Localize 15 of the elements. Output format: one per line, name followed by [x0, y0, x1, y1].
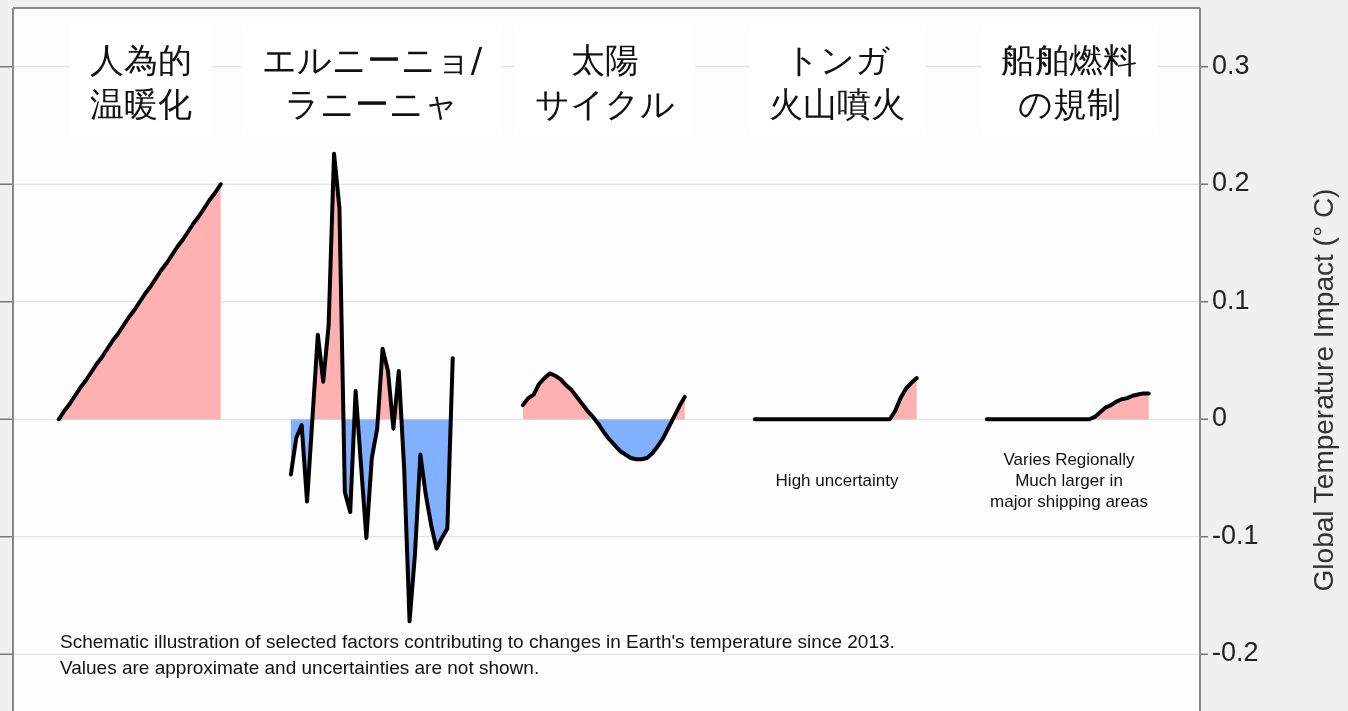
y-tick-label: -0.2	[1212, 637, 1259, 668]
annotation: エルニーニョ/ラニーニャ	[241, 25, 503, 135]
y-tick-label: 0.2	[1212, 167, 1250, 198]
y-axis-title: Global Temperature Impact (° C)	[1308, 188, 1339, 592]
annotation: 太陽サイクル	[515, 25, 695, 135]
annotation: 人為的温暖化	[70, 25, 212, 135]
annotation: High uncertainty	[775, 471, 899, 491]
y-tick-label: -0.1	[1212, 519, 1259, 550]
annotation: Schematic illustration of selected factors contributing to changes in Earth's temperature since 2013. Values are approximate and uncertainties are not shown.	[60, 631, 895, 679]
y-tick-label: 0	[1212, 402, 1228, 433]
annotation: トンガ火山噴火	[749, 25, 925, 135]
y-tick-label: 0.1	[1212, 284, 1250, 315]
y-tick-label: 0.3	[1212, 49, 1250, 80]
annotation: Varies Regionally Much larger in major shipping areas	[990, 450, 1148, 512]
annotation: 船舶燃料の規制	[981, 25, 1157, 135]
